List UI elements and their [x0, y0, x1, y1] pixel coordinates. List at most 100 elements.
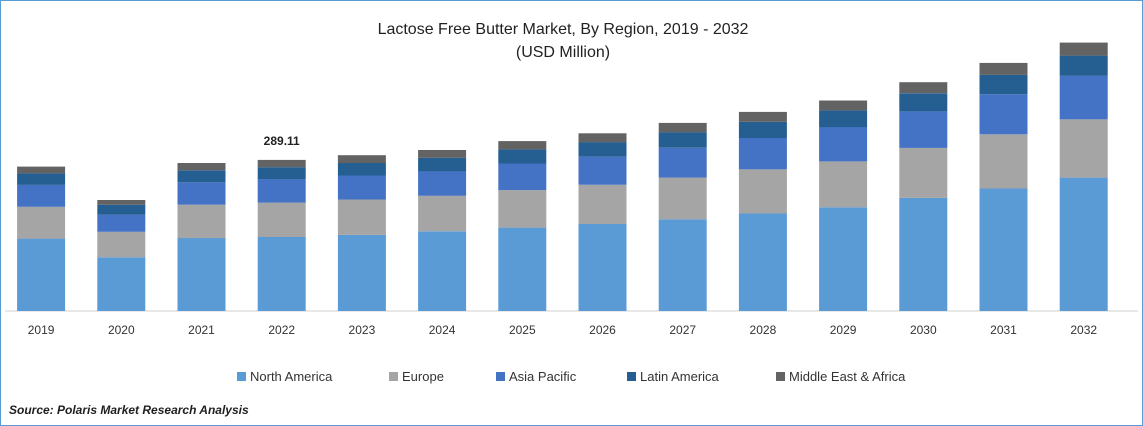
bar-2026-north-america: [578, 224, 627, 311]
bar-2024-asia-pacific: [418, 171, 467, 196]
bar-2031-europe: [979, 134, 1028, 189]
bar-2023-north-america: [337, 234, 386, 311]
legend-label: Europe: [402, 369, 444, 384]
bar-2028-middle-east-africa: [738, 111, 787, 122]
bar-2028-north-america: [738, 213, 787, 311]
bar-2024-europe: [418, 195, 467, 232]
bar-2027-middle-east-africa: [658, 122, 707, 133]
bar-2024-middle-east-africa: [418, 150, 467, 158]
legend-label: Latin America: [640, 369, 720, 384]
bar-2022-north-america: [257, 237, 306, 311]
annotations: 289.11: [264, 134, 300, 148]
bar-2023-asia-pacific: [337, 175, 386, 200]
bar-2020-europe: [97, 231, 146, 258]
bar-2028-latin-america: [738, 121, 787, 138]
bar-2026-europe: [578, 184, 627, 224]
bars-group: [17, 42, 1108, 311]
x-tick-label: 2019: [28, 323, 55, 337]
bar-2020-north-america: [97, 257, 146, 311]
bar-2031-asia-pacific: [979, 94, 1028, 135]
bar-2022-middle-east-africa: [257, 159, 306, 168]
bar-2023-latin-america: [337, 163, 386, 176]
bar-2021-asia-pacific: [177, 182, 226, 205]
bar-2021-latin-america: [177, 170, 226, 183]
legend-swatch: [389, 372, 398, 381]
bar-2029-middle-east-africa: [819, 100, 868, 111]
x-tick-label: 2025: [509, 323, 536, 337]
bar-2026-asia-pacific: [578, 156, 627, 185]
data-label-2022: 289.11: [264, 134, 300, 148]
bar-2025-north-america: [498, 227, 547, 311]
legend-swatch: [237, 372, 246, 381]
bar-2031-latin-america: [979, 74, 1028, 95]
bar-2019-north-america: [17, 238, 66, 311]
legend: North America Europe Asia Pacific Latin Ame…: [237, 369, 906, 384]
legend-label: Middle East & Africa: [789, 369, 906, 384]
bar-2032-north-america: [1059, 177, 1108, 311]
bar-2019-europe: [17, 206, 66, 239]
bar-2025-asia-pacific: [498, 163, 547, 191]
bar-2024-latin-america: [418, 157, 467, 172]
bar-2027-north-america: [658, 219, 707, 311]
bar-2020-middle-east-africa: [97, 200, 146, 205]
bar-2026-middle-east-africa: [578, 133, 627, 143]
bar-2030-north-america: [899, 197, 948, 311]
bar-2032-latin-america: [1059, 55, 1108, 76]
bar-2028-europe: [738, 169, 787, 214]
bar-2023-europe: [337, 199, 386, 235]
bar-2029-europe: [819, 161, 868, 208]
bar-2029-latin-america: [819, 110, 868, 128]
bar-2020-asia-pacific: [97, 214, 146, 232]
source-note: Source: Polaris Market Research Analysis: [9, 403, 249, 417]
legend-swatch: [627, 372, 636, 381]
x-tick-labels: 2019 2020 2021 2022 2023 2024 2025 2026 2027 2028…: [28, 323, 1098, 337]
bar-2032-europe: [1059, 119, 1108, 178]
bar-2021-middle-east-africa: [177, 163, 226, 171]
x-tick-label: 2022: [268, 323, 295, 337]
bar-2025-latin-america: [498, 149, 547, 164]
bar-2022-asia-pacific: [257, 179, 306, 203]
bar-2024-north-america: [418, 231, 467, 311]
x-tick-label: 2031: [990, 323, 1017, 337]
x-tick-label: 2020: [108, 323, 135, 337]
legend-swatch: [776, 372, 785, 381]
x-tick-label: 2029: [830, 323, 857, 337]
bar-2020-latin-america: [97, 204, 146, 215]
chart-title: Lactose Free Butter Market, By Region, 2…: [378, 21, 749, 38]
bar-2026-latin-america: [578, 142, 627, 157]
x-tick-label: 2026: [589, 323, 616, 337]
bar-2031-north-america: [979, 188, 1028, 311]
bar-2019-middle-east-africa: [17, 166, 66, 174]
x-tick-label: 2028: [750, 323, 777, 337]
bar-2030-europe: [899, 147, 948, 198]
bar-2030-latin-america: [899, 93, 948, 112]
legend-label: Asia Pacific: [509, 369, 577, 384]
chart-subtitle: (USD Million): [516, 44, 610, 61]
bar-2031-middle-east-africa: [979, 62, 1028, 75]
bar-2030-asia-pacific: [899, 111, 948, 148]
bar-2023-middle-east-africa: [337, 155, 386, 163]
bar-2021-north-america: [177, 238, 226, 311]
bar-2021-europe: [177, 204, 226, 239]
bar-2029-north-america: [819, 207, 868, 311]
x-tick-label: 2027: [669, 323, 696, 337]
bar-2032-middle-east-africa: [1059, 42, 1108, 56]
x-tick-label: 2030: [910, 323, 937, 337]
x-tick-label: 2032: [1070, 323, 1097, 337]
bar-2019-asia-pacific: [17, 184, 66, 207]
bar-2025-europe: [498, 190, 547, 228]
bar-2029-asia-pacific: [819, 127, 868, 162]
legend-swatch: [496, 372, 505, 381]
bar-2030-middle-east-africa: [899, 82, 948, 94]
x-tick-label: 2021: [188, 323, 215, 337]
bar-2027-asia-pacific: [658, 147, 707, 178]
bar-2027-latin-america: [658, 132, 707, 148]
bar-2025-middle-east-africa: [498, 141, 547, 150]
bar-2032-asia-pacific: [1059, 76, 1108, 120]
bar-2022-europe: [257, 202, 306, 237]
legend-label: North America: [250, 369, 333, 384]
x-tick-label: 2023: [349, 323, 376, 337]
bar-2019-latin-america: [17, 173, 66, 185]
bar-2022-latin-america: [257, 167, 306, 180]
